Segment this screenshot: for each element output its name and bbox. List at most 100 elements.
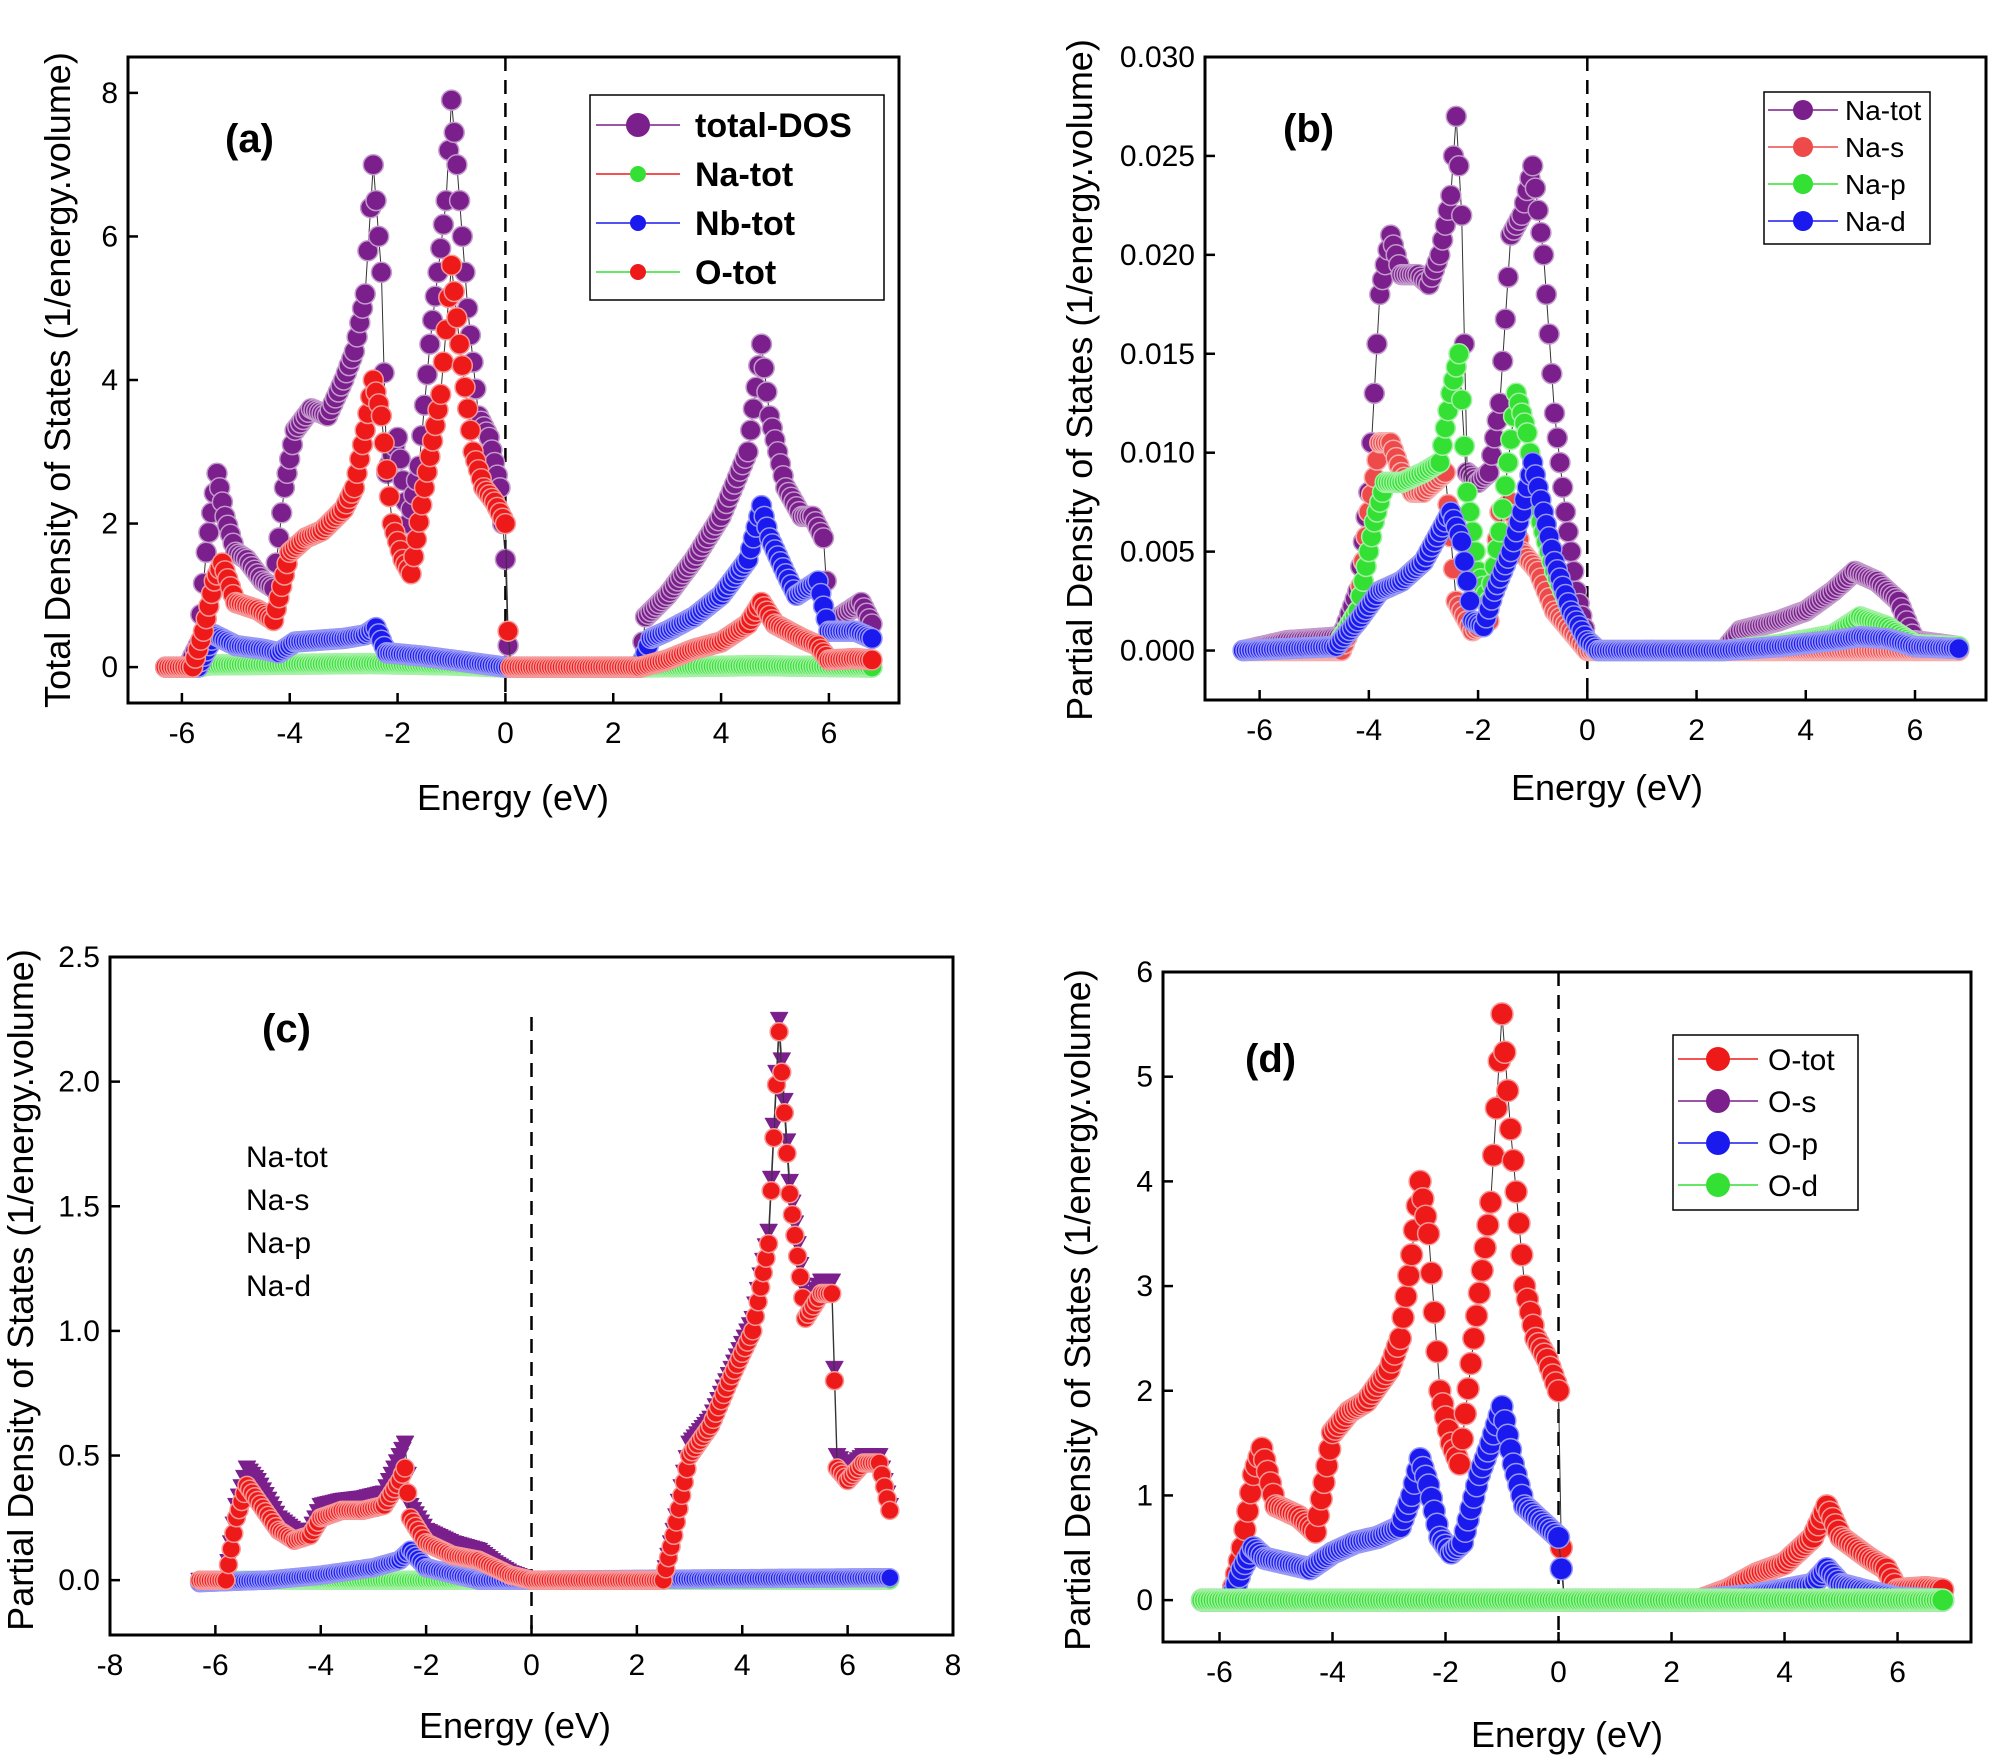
data-point xyxy=(1493,1040,1517,1065)
data-point xyxy=(1448,155,1470,177)
data-point xyxy=(440,254,463,276)
data-point xyxy=(440,89,463,111)
x-tick-label-b: 2 xyxy=(1688,714,1705,747)
data-point xyxy=(446,307,468,329)
data-point xyxy=(1504,1180,1528,1204)
data-point xyxy=(861,649,883,671)
data-point xyxy=(1481,1143,1506,1167)
data-point xyxy=(1538,323,1560,345)
y-tick-label-b: 0.025 xyxy=(1120,140,1195,173)
data-point xyxy=(1549,1556,1574,1581)
data-point xyxy=(1453,550,1476,573)
y-tick-label-d: 1 xyxy=(1136,1479,1153,1512)
x-tick-label-a: 4 xyxy=(713,717,730,750)
x-tick-label-c: -8 xyxy=(97,1649,124,1682)
data-point xyxy=(1450,204,1473,227)
data-point xyxy=(1551,476,1574,499)
data-point xyxy=(1494,474,1517,497)
x-tick-label-a: 0 xyxy=(497,717,514,750)
data-point xyxy=(270,502,293,524)
data-point xyxy=(397,1483,418,1503)
data-point xyxy=(454,376,476,398)
legend-label-b-na-p: Na-p xyxy=(1845,169,1906,200)
y-tick-label-a: 4 xyxy=(101,364,118,397)
panel-c: (c) Energy (eV) Partial Density of State… xyxy=(0,941,961,1746)
panel-label-a: (a) xyxy=(225,117,274,161)
data-point xyxy=(497,620,519,642)
data-point xyxy=(777,1143,797,1164)
y-axis-label-c: Partial Density of States (1/energy.volu… xyxy=(0,949,41,1631)
y-tick-label-c: 2.0 xyxy=(58,1066,100,1099)
x-axis-label-d: Energy (eV) xyxy=(1471,1714,1663,1755)
data-point xyxy=(448,333,471,355)
legend-label-na-tot: Na-tot xyxy=(695,156,793,194)
data-point xyxy=(1459,590,1481,612)
legend-label-c-na-tot: Na-tot xyxy=(246,1141,328,1174)
x-tick-label-c: 6 xyxy=(839,1649,856,1682)
x-tick-label-b: 4 xyxy=(1797,714,1814,747)
data-point xyxy=(416,363,438,386)
data-point xyxy=(861,627,883,650)
data-point xyxy=(451,225,474,248)
y-tick-label-d: 5 xyxy=(1136,1061,1153,1094)
data-point xyxy=(1467,1281,1492,1305)
data-point xyxy=(1527,199,1549,222)
data-point xyxy=(1498,1117,1523,1141)
data-point xyxy=(1459,1351,1483,1376)
data-point xyxy=(750,333,773,355)
data-point xyxy=(1456,1376,1480,1401)
data-point xyxy=(1388,1326,1413,1351)
data-point xyxy=(429,237,452,260)
data-point xyxy=(376,458,398,481)
ticks-a: -6 -4 -2 0 2 4 6 0 2 4 6 8 xyxy=(101,77,837,750)
data-point xyxy=(764,1127,784,1148)
data-point xyxy=(1516,422,1538,444)
data-point xyxy=(1497,451,1519,474)
data-point xyxy=(1391,1305,1415,1330)
y-tick-label-a: 2 xyxy=(101,508,118,541)
data-point xyxy=(782,1204,803,1225)
data-point xyxy=(1445,105,1467,128)
data-point xyxy=(367,225,390,248)
data-point xyxy=(354,283,376,305)
data-point xyxy=(459,419,482,441)
y-tick-label-a: 0 xyxy=(101,651,118,684)
legend-label-c-na-p: Na-p xyxy=(246,1227,311,1260)
data-point xyxy=(1450,389,1473,411)
data-point xyxy=(1546,1525,1571,1550)
legend-label-nb-tot: Nb-tot xyxy=(695,205,795,243)
series-d-o-d xyxy=(1190,1588,1955,1612)
data-point xyxy=(1930,1588,1955,1612)
legend-label-o-tot: O-tot xyxy=(695,254,776,292)
legend-label-d-o-p: O-p xyxy=(1768,1128,1818,1161)
x-tick-label-b: -4 xyxy=(1356,714,1383,747)
data-point xyxy=(1450,530,1473,553)
x-tick-label-d: 4 xyxy=(1776,1656,1793,1689)
legend-label-b-na-s: Na-s xyxy=(1845,132,1904,163)
legend-label-b-na-tot: Na-tot xyxy=(1845,95,1921,126)
x-tick-label-c: 2 xyxy=(629,1649,646,1682)
data-point xyxy=(753,357,775,379)
data-point xyxy=(1535,283,1558,306)
series-d-o-p xyxy=(1190,1394,1955,1612)
x-tick-label-a: -6 xyxy=(169,717,196,750)
data-point xyxy=(1366,333,1388,355)
data-point xyxy=(1501,1148,1526,1173)
x-tick-label-d: 0 xyxy=(1550,1656,1567,1689)
x-tick-label-c: 4 xyxy=(734,1649,751,1682)
data-point xyxy=(1456,570,1478,593)
data-point xyxy=(1491,497,1514,520)
y-tick-label-a: 6 xyxy=(101,220,118,253)
x-tick-label-d: -2 xyxy=(1432,1656,1459,1689)
data-point xyxy=(373,432,395,454)
x-tick-label-c: 8 xyxy=(945,1649,962,1682)
data-point xyxy=(822,1283,842,1304)
y-tick-label-c: 2.5 xyxy=(58,941,100,974)
y-tick-label-d: 2 xyxy=(1136,1375,1153,1408)
x-tick-label-c: 0 xyxy=(523,1649,540,1682)
data-point xyxy=(824,1370,845,1391)
legend-label-total-dos: total-DOS xyxy=(695,107,852,145)
data-point xyxy=(1507,1211,1531,1235)
data-point xyxy=(419,333,441,355)
y-tick-label-d: 0 xyxy=(1136,1584,1153,1617)
